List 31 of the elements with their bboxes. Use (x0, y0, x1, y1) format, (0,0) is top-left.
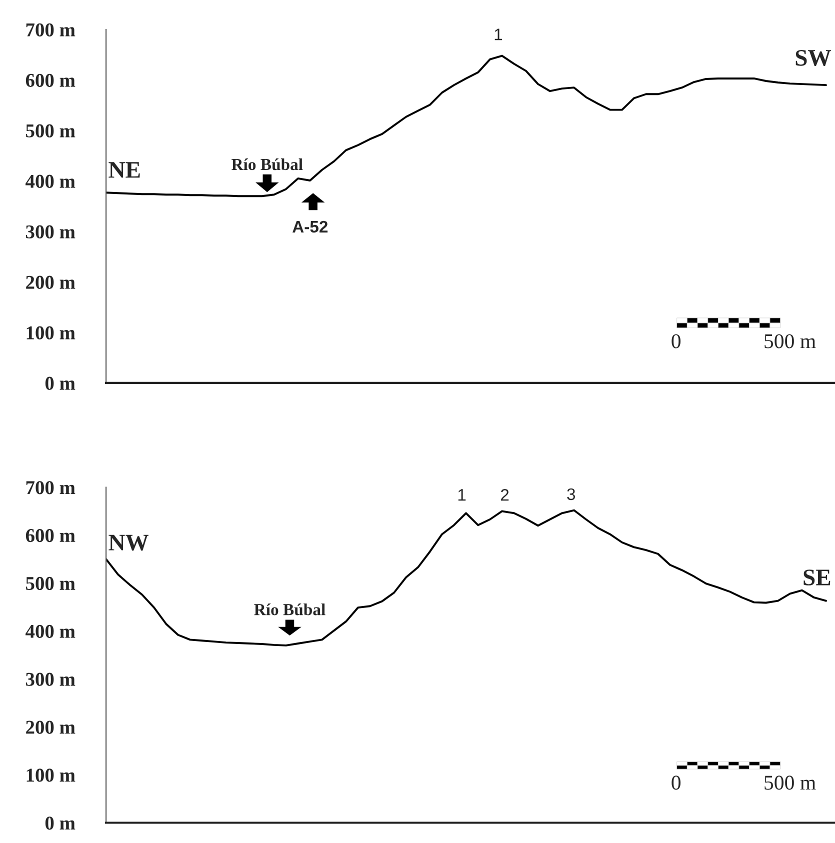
annotation: Río Búbal (254, 603, 326, 616)
y-tick-label: 100 m (26, 768, 76, 782)
annotation: 500 m (764, 334, 816, 348)
y-tick-label: 700 m (26, 481, 76, 494)
y-tick-label: 400 m (26, 624, 76, 638)
y-tick-label: 200 m (26, 276, 76, 289)
annotation: SW (796, 50, 831, 66)
annotation: SE (804, 570, 830, 586)
annotation: NW (108, 534, 149, 551)
y-tick-label: 500 m (26, 576, 76, 590)
annotation: 0 (672, 776, 680, 790)
annotation: 500 m (764, 776, 816, 790)
y-tick-label: 300 m (26, 225, 76, 238)
annotation: 1 (494, 28, 502, 40)
annotation: A-52 (292, 220, 328, 233)
annotation: 3 (567, 488, 576, 500)
annotation: Río Búbal (232, 158, 303, 170)
y-tick-label: 600 m (26, 74, 76, 87)
annotation: 1 (458, 489, 466, 501)
y-tick-label: 0 m (45, 816, 76, 830)
y-tick-label: 700 m (26, 23, 76, 36)
y-tick-label: 500 m (26, 124, 76, 138)
annotation: 0 (672, 334, 680, 348)
y-tick-label: 200 m (26, 720, 76, 734)
y-tick-label: 300 m (26, 672, 76, 686)
y-tick-label: 0 m (45, 376, 76, 390)
annotation: NE (108, 162, 140, 178)
annotation: 2 (500, 488, 509, 501)
y-tick-label: 600 m (26, 529, 76, 542)
y-tick-label: 400 m (26, 174, 76, 188)
y-tick-label: 100 m (26, 326, 76, 340)
